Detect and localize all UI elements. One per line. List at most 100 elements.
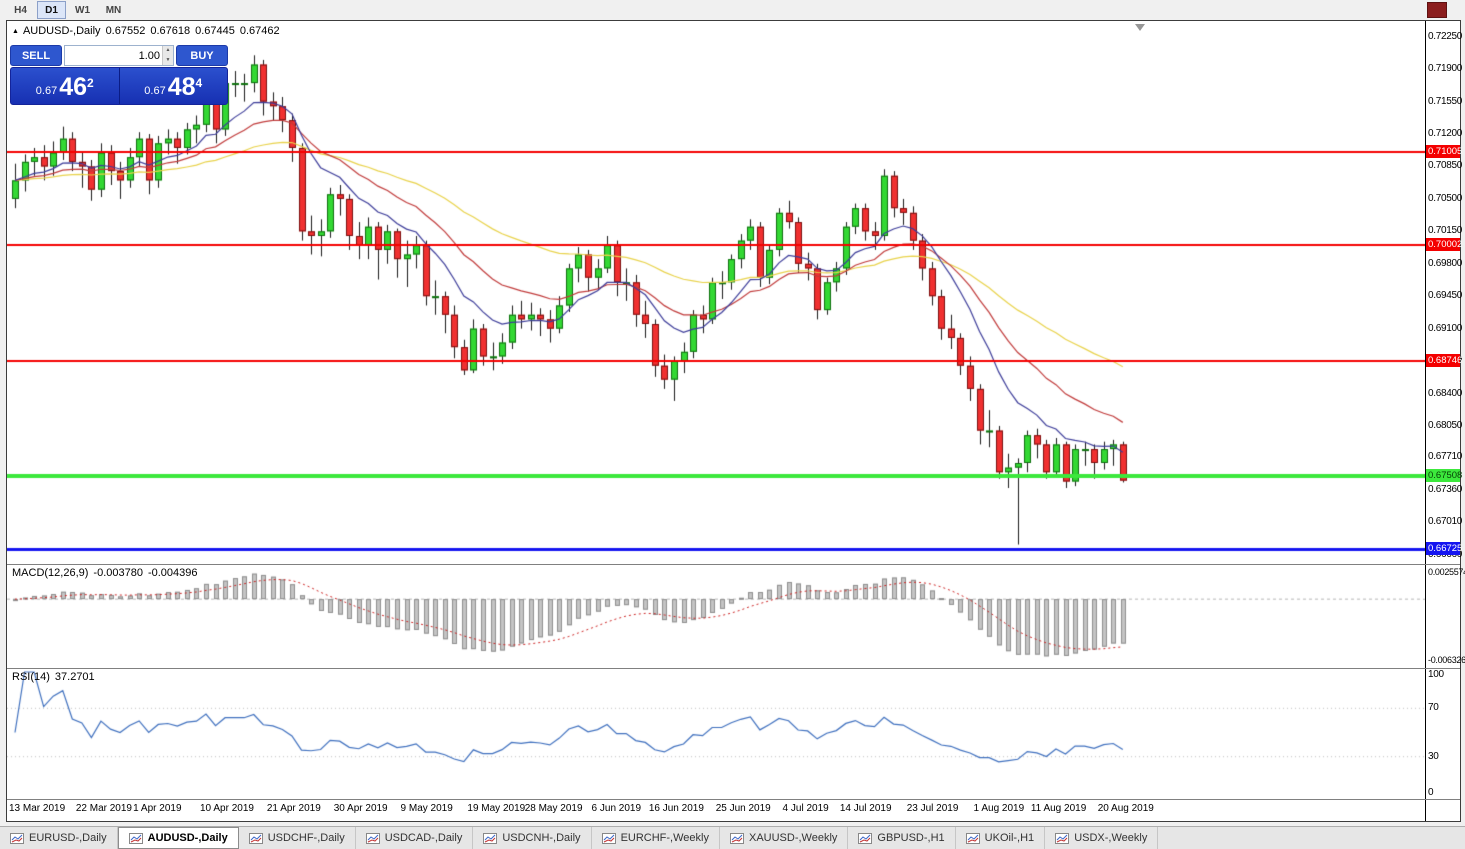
buy-price-base: 0.67: [144, 85, 166, 97]
price-scale-label: 0.68400: [1428, 387, 1463, 399]
price-scale-label: 0.70500: [1428, 192, 1463, 204]
sell-button[interactable]: SELL: [10, 45, 62, 66]
pane-separator[interactable]: [7, 668, 1460, 669]
price-scale-label: 0.71550: [1428, 95, 1463, 107]
macd-label: MACD(12,26,9) -0.003780 -0.004396: [12, 567, 203, 579]
price-scale-label: 0.67360: [1428, 483, 1463, 495]
timeframe-button-W1[interactable]: W1: [75, 4, 90, 16]
chart-tab-GBPUSD[interactable]: GBPUSD-,H1: [848, 827, 956, 849]
chart-tab-label: XAUUSD-,Weekly: [748, 832, 838, 844]
chart-tab-EURUSD[interactable]: EURUSD-,Daily: [0, 827, 118, 849]
price-line-tag: 0.67508: [1426, 469, 1463, 483]
chart-tab-label: EURCHF-,Weekly: [620, 832, 709, 844]
chart-tab-icon: [483, 832, 498, 844]
price-divider: [118, 68, 120, 104]
volume-up-icon[interactable]: ▲: [162, 46, 173, 56]
ohlc-close: 0.67462: [239, 25, 280, 37]
chart-tab-bar: EURUSD-,Daily AUDUSD-,Daily USDCHF-,Daily U…: [0, 826, 1465, 849]
price-line-tag: 0.71005: [1426, 145, 1463, 159]
price-scale-label: 0.70850: [1428, 160, 1463, 172]
time-axis-label: 20 Aug 2019: [1097, 803, 1154, 814]
sell-price-base: 0.67: [35, 85, 58, 97]
time-axis-label: 10 Apr 2019: [200, 803, 254, 814]
time-axis-label: 22 Mar 2019: [75, 803, 132, 814]
time-axis-label: 4 Jul 2019: [782, 803, 829, 814]
chart-info: ▲ AUDUSD-,Daily 0.67552 0.67618 0.67445 0.674…: [12, 25, 280, 37]
price-line-tag: 0.68746: [1426, 354, 1463, 368]
time-axis-label: 6 Jun 2019: [591, 803, 642, 814]
chart-tab-UKOil[interactable]: UKOil-,H1: [956, 827, 1046, 849]
chart-tab-label: USDCHF-,Daily: [267, 832, 345, 844]
indicator-scale-label: -0.0063263: [1428, 655, 1465, 665]
buy-price-sup: 4: [195, 76, 203, 90]
macd-value-main: -0.003780: [93, 567, 143, 579]
chart-tab-icon: [10, 832, 24, 844]
buy-price-big: 48: [167, 73, 196, 101]
chart-tab-label: USDX-,Weekly: [1074, 832, 1148, 844]
chart-tab-XAUUSD[interactable]: XAUUSD-,Weekly: [720, 827, 849, 849]
chart-shift-marker-icon[interactable]: [1135, 24, 1145, 31]
ohlc-high: 0.67618: [150, 25, 191, 37]
pane-separator[interactable]: [7, 564, 1460, 565]
sell-price[interactable]: 0.67 46 2: [11, 68, 119, 104]
chart-tab-label: USDCNH-,Daily: [502, 832, 581, 844]
chart-tab-icon: [858, 832, 873, 844]
price-scale-label: 0.71200: [1428, 128, 1463, 140]
price-scale-label: 0.71900: [1428, 63, 1463, 75]
one-click-trading-panel: SELL ▲ ▼ BUY 0.67 46: [10, 45, 228, 105]
price-scale-label: 0.67710: [1428, 451, 1463, 463]
indicator-scale-label: 30: [1428, 750, 1439, 762]
chart-tab-USDCNH[interactable]: USDCNH-,Daily: [473, 827, 592, 849]
chart-window: ▲ AUDUSD-,Daily 0.67552 0.67618 0.67445 0.674…: [6, 20, 1465, 822]
macd-pane: MACD(12,26,9) -0.003780 -0.004396: [7, 564, 1425, 668]
toolbar-red-square-icon: [1427, 2, 1447, 18]
price-scale-label: 0.69100: [1428, 322, 1463, 334]
timeframe-button-H4[interactable]: H4: [14, 4, 27, 16]
macd-canvas[interactable]: [7, 564, 1425, 668]
time-axis-label: 1 Aug 2019: [973, 803, 1025, 814]
chart-tab-label: USDCAD-,Daily: [384, 832, 463, 844]
price-scale-label: 0.70150: [1428, 225, 1463, 237]
buy-price[interactable]: 0.67 48 4: [120, 68, 228, 104]
time-axis-label: 14 Jul 2019: [839, 803, 892, 814]
macd-name: MACD(12,26,9): [12, 567, 89, 579]
chart-plot-column: ▲ AUDUSD-,Daily 0.67552 0.67618 0.67445 0.674…: [7, 21, 1425, 821]
time-axis-label: 1 Apr 2019: [133, 803, 182, 814]
price-chart-canvas[interactable]: [7, 21, 1425, 564]
chart-tab-USDCAD[interactable]: USDCAD-,Daily: [356, 827, 474, 849]
chart-tab-USDX[interactable]: USDX-,Weekly: [1045, 827, 1159, 849]
chart-tab-USDCHF[interactable]: USDCHF-,Daily: [239, 827, 356, 849]
price-scale-label: 0.72250: [1428, 30, 1463, 42]
rsi-value: 37.2701: [54, 671, 95, 683]
chart-tab-icon: [729, 832, 744, 844]
time-axis-label: 23 Jul 2019: [906, 803, 959, 814]
timeframe-button-D1[interactable]: D1: [37, 1, 66, 19]
rsi-label: RSI(14) 37.2701: [12, 671, 100, 683]
chart-tab-label: AUDUSD-,Daily: [147, 832, 228, 844]
chart-tab-icon: [601, 832, 616, 844]
time-axis-label: 11 Aug 2019: [1030, 803, 1087, 814]
timeframe-button-MN[interactable]: MN: [105, 4, 122, 16]
time-axis-label: 13 Mar 2019: [9, 803, 66, 814]
price-scale-label: 0.69450: [1428, 290, 1463, 302]
time-axis-label: 21 Apr 2019: [266, 803, 321, 814]
volume-down-icon[interactable]: ▼: [162, 55, 173, 65]
sell-price-big: 46: [59, 73, 88, 101]
time-axis-label: 30 Apr 2019: [333, 803, 388, 814]
one-click-collapse-icon[interactable]: ▲: [12, 28, 19, 35]
price-scale-label: 0.67010: [1428, 516, 1463, 528]
time-axis-label: 19 May 2019: [467, 803, 526, 814]
chart-tab-icon: [128, 832, 143, 844]
time-axis: 13 Mar 2019 22 Mar 2019 1 Apr 2019 10 Apr 2…: [7, 799, 1425, 821]
rsi-pane: RSI(14) 37.2701: [7, 668, 1425, 799]
volume-input[interactable]: [65, 48, 162, 63]
buy-button[interactable]: BUY: [176, 45, 228, 66]
price-scale[interactable]: 0.72250 0.71900 0.71550 0.71200 0.70850 0.705…: [1425, 21, 1465, 821]
volume-spinner: ▲ ▼: [162, 46, 173, 65]
sell-price-sup: 2: [87, 76, 94, 90]
volume-field: ▲ ▼: [64, 45, 174, 66]
rsi-canvas[interactable]: [7, 668, 1425, 799]
chart-tab-EURCHF[interactable]: EURCHF-,Weekly: [592, 827, 720, 849]
chart-tab-label: EURUSD-,Daily: [29, 832, 107, 844]
chart-tab-AUDUSD[interactable]: AUDUSD-,Daily: [117, 827, 239, 849]
